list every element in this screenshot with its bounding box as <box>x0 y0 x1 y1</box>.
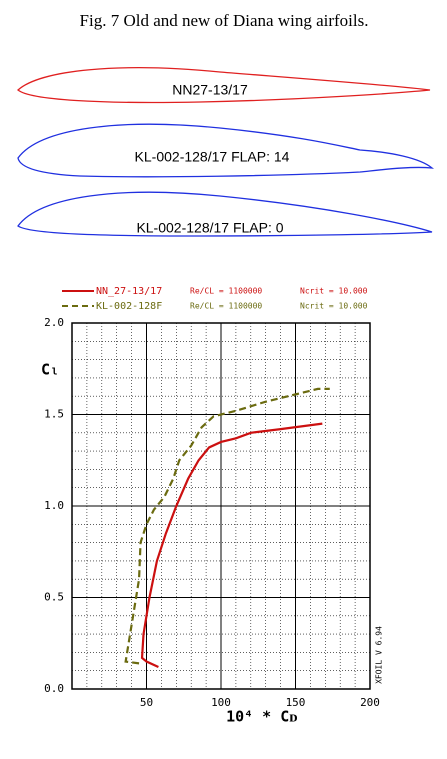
series-line <box>124 387 330 665</box>
x-tick-label: 150 <box>286 696 306 709</box>
legend-label: KL-002-128F <box>96 301 162 312</box>
legend-ncrit: Ncrit = 10.000 <box>300 287 368 296</box>
y-tick-label: 2.0 <box>44 316 64 329</box>
y-tick-label: 1.0 <box>44 499 64 512</box>
x-tick-label: 200 <box>360 696 380 709</box>
series-line <box>140 422 323 669</box>
plot-frame <box>71 322 371 690</box>
y-tick-label: 0.0 <box>44 682 64 695</box>
airfoil-outline <box>17 67 431 104</box>
figure-title: Fig. 7 Old and new of Diana wing airfoil… <box>80 11 369 30</box>
legend-re: Re/CL = 1100000 <box>190 287 262 296</box>
airfoil-outline <box>17 191 433 237</box>
airfoil-label: KL-002-128/17 FLAP: 14 <box>135 149 290 165</box>
x-axis-label: 10⁴ * Cᴅ <box>226 708 298 726</box>
y-tick-label: 1.5 <box>44 408 64 421</box>
chart: 0.0 0.5 1.0 1.5 2.0 50 100 150 200 Cₗ 10⁴ * Cᴅ XFOI… <box>41 286 384 726</box>
legend-re: Re/CL = 1100000 <box>190 302 262 311</box>
y-axis-label: Cₗ <box>41 361 59 379</box>
x-tick-label: 50 <box>140 696 153 709</box>
airfoil-outline <box>17 123 435 178</box>
watermark: XFOIL V 6.94 <box>375 626 384 684</box>
legend-ncrit: Ncrit = 10.000 <box>300 302 368 311</box>
airfoil-label: NN27-13/17 <box>172 82 248 98</box>
x-tick-label: 100 <box>211 696 231 709</box>
airfoil-label: KL-002-128/17 FLAP: 0 <box>136 220 283 236</box>
y-tick-label: 0.5 <box>44 591 64 604</box>
legend-label: NN_27-13/17 <box>96 286 162 297</box>
